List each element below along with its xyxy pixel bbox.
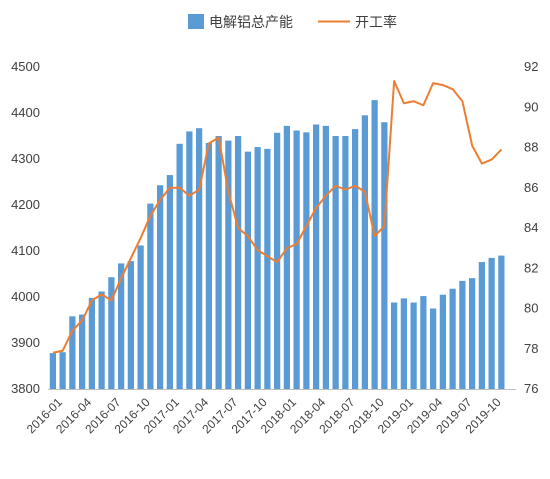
bar [98, 291, 105, 389]
bar [254, 147, 261, 389]
bar [410, 302, 417, 389]
bar [439, 294, 446, 389]
bar [69, 316, 76, 389]
bar [176, 143, 183, 389]
legend-label-line: 开工率 [355, 14, 397, 31]
left-tick-label: 3900 [11, 335, 40, 350]
bar [118, 263, 125, 389]
right-tick-label: 76 [524, 381, 538, 396]
bar [166, 175, 173, 389]
left-tick-label: 4000 [11, 289, 40, 304]
right-tick-label: 78 [524, 341, 538, 356]
bar [381, 122, 388, 389]
left-axis-ticks: 3800 3900 4000 4100 4200 4300 4400 4500 [11, 59, 40, 396]
bar [215, 136, 222, 389]
bar [196, 128, 203, 389]
right-tick-label: 90 [524, 99, 538, 114]
bar [420, 296, 427, 389]
bar [264, 148, 271, 389]
bar [205, 142, 212, 389]
bar-series [49, 100, 505, 390]
bar [283, 125, 290, 389]
left-tick-label: 4200 [11, 197, 40, 212]
bar [469, 278, 476, 389]
right-tick-label: 82 [524, 260, 538, 275]
bar [244, 151, 251, 389]
right-tick-label: 88 [524, 140, 538, 155]
bar [332, 136, 339, 389]
bar [235, 136, 242, 389]
bar [127, 261, 134, 389]
bar [108, 277, 115, 389]
legend-label-bar: 电解铝总产能 [209, 15, 293, 31]
left-tick-label: 4100 [11, 243, 40, 258]
bar [459, 280, 466, 389]
bar [478, 262, 485, 389]
bar [371, 100, 378, 390]
bar [391, 302, 398, 389]
bar [303, 132, 310, 389]
bar [293, 130, 300, 390]
line-series-layer [52, 80, 503, 354]
left-tick-label: 4400 [11, 105, 40, 120]
bar [137, 245, 144, 389]
legend-swatch-bar [188, 14, 204, 29]
line-series [52, 80, 503, 354]
right-tick-label: 84 [524, 220, 538, 235]
right-axis-ticks: 76 78 80 82 84 86 88 90 92 [524, 59, 538, 396]
bar [157, 185, 164, 389]
left-tick-label: 4500 [11, 59, 40, 74]
bar [88, 297, 95, 389]
bar [488, 257, 495, 389]
bar [59, 352, 66, 389]
legend: 电解铝总产能 开工率 [188, 14, 397, 31]
bar [430, 308, 437, 389]
bar [186, 131, 193, 389]
left-tick-label: 3800 [11, 381, 40, 396]
bar [79, 314, 86, 389]
right-tick-label: 86 [524, 180, 538, 195]
bar [322, 125, 329, 389]
bar [49, 353, 56, 389]
bar [361, 115, 368, 390]
bar [225, 140, 232, 389]
left-tick-label: 4300 [11, 151, 40, 166]
bar [449, 288, 456, 389]
bar [147, 203, 154, 389]
right-tick-label: 92 [524, 59, 538, 74]
bar [400, 298, 407, 389]
bar [342, 136, 349, 389]
right-tick-label: 80 [524, 301, 538, 316]
bar [313, 124, 320, 389]
bar [498, 255, 505, 389]
x-axis-ticks: 2016-012016-042016-072016-102017-012017-… [24, 395, 504, 436]
bar [352, 129, 359, 389]
